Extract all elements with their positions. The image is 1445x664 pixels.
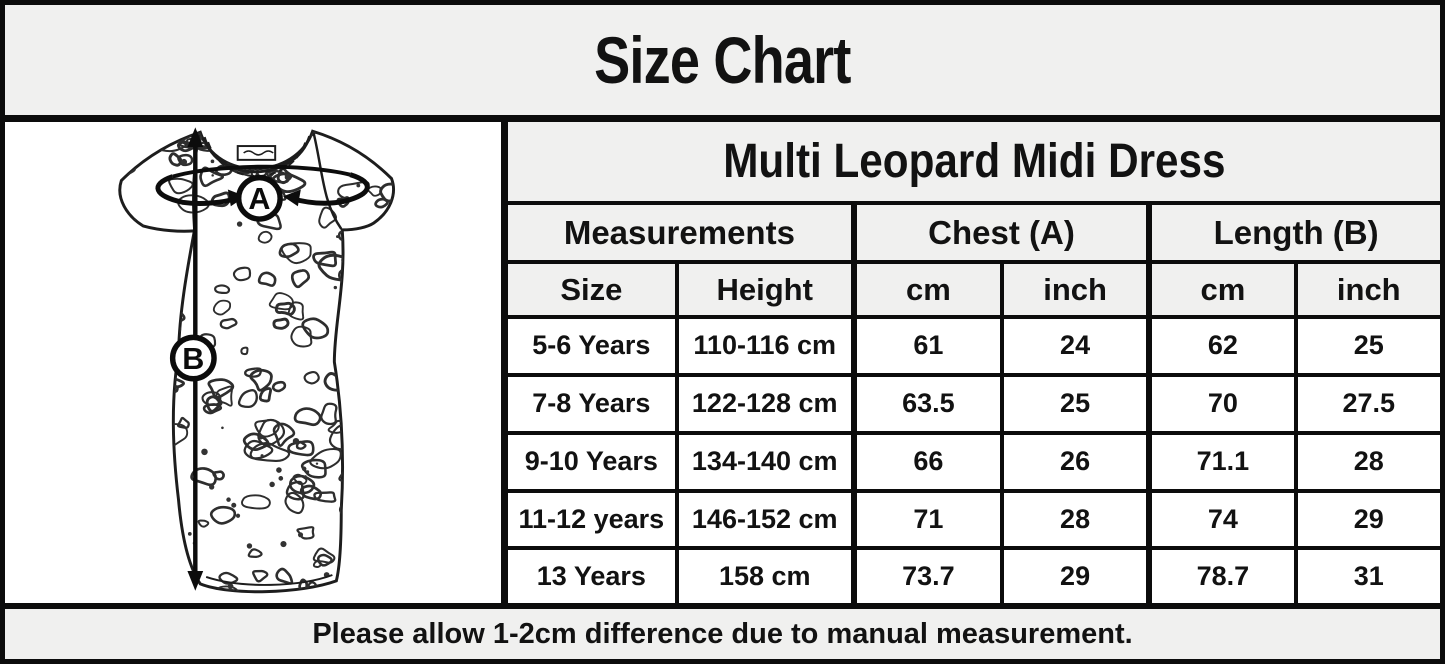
cell-size: 7-8 Years (508, 372, 679, 435)
col-header-length-cm: cm (1146, 260, 1298, 319)
page-title: Size Chart (594, 23, 851, 97)
cell-chest-cm: 61 (850, 315, 1004, 377)
cell-length-inch: 29 (1293, 488, 1440, 551)
cell-length-cm: 70 (1146, 372, 1298, 435)
cell-length-cm: 78.7 (1146, 546, 1298, 603)
col-header-height: Height (674, 260, 856, 319)
length-marker-b: B (169, 334, 217, 382)
chest-marker-a: A (235, 174, 283, 222)
cell-chest-inch: 25 (999, 372, 1152, 435)
cell-chest-cm: 73.7 (850, 546, 1004, 603)
content-area: A B Multi Leopard Midi Dress (5, 122, 1440, 603)
cell-height: 122-128 cm (674, 372, 856, 435)
group-header-length: Length (B) (1146, 205, 1440, 264)
cell-chest-cm: 63.5 (850, 372, 1004, 435)
cell-height: 146-152 cm (674, 488, 856, 551)
cell-length-inch: 31 (1293, 546, 1440, 603)
dress-illustration-panel: A B (5, 122, 508, 603)
chest-marker-letter: A (248, 182, 270, 216)
cell-chest-cm: 71 (850, 488, 1004, 551)
col-header-chest-cm: cm (850, 260, 1004, 319)
cell-height: 110-116 cm (674, 315, 856, 377)
product-title-row: Multi Leopard Midi Dress (508, 122, 1440, 205)
table-row: 5-6 Years 110-116 cm 61 24 62 25 (508, 315, 1440, 377)
cell-height: 134-140 cm (674, 430, 856, 493)
group-header-row: Measurements Chest (A) Length (B) (508, 205, 1440, 264)
cell-height: 158 cm (674, 546, 856, 603)
size-table: Measurements Chest (A) Length (B) Size H… (508, 205, 1440, 603)
group-header-measurements: Measurements (508, 205, 856, 264)
banner: Size Chart (5, 5, 1440, 122)
table-row: 9-10 Years 134-140 cm 66 26 71.1 28 (508, 430, 1440, 493)
cell-chest-inch: 29 (999, 546, 1152, 603)
cell-size: 5-6 Years (508, 315, 679, 377)
group-header-chest: Chest (A) (850, 205, 1152, 264)
measurement-note: Please allow 1-2cm difference due to man… (5, 603, 1440, 659)
cell-chest-inch: 24 (999, 315, 1152, 377)
product-title: Multi Leopard Midi Dress (722, 135, 1226, 188)
col-header-chest-inch: inch (999, 260, 1152, 319)
cell-length-cm: 62 (1146, 315, 1298, 377)
table-row: 7-8 Years 122-128 cm 63.5 25 70 27.5 (508, 372, 1440, 435)
col-header-size: Size (508, 260, 679, 319)
cell-length-inch: 28 (1293, 430, 1440, 493)
cell-chest-cm: 66 (850, 430, 1004, 493)
cell-length-inch: 27.5 (1293, 372, 1440, 435)
neck-label-tag (236, 145, 277, 161)
column-header-row: Size Height cm inch cm inch (508, 260, 1440, 319)
dress-diagram: A B (118, 127, 395, 594)
size-table-panel: Multi Leopard Midi Dress Measurements Ch… (508, 122, 1440, 603)
cell-length-inch: 25 (1293, 315, 1440, 377)
cell-chest-inch: 28 (999, 488, 1152, 551)
cell-length-cm: 74 (1146, 488, 1298, 551)
cell-size: 11-12 years (508, 488, 679, 551)
length-marker-letter: B (182, 342, 204, 376)
cell-length-cm: 71.1 (1146, 430, 1298, 493)
cell-chest-inch: 26 (999, 430, 1152, 493)
chest-measure-arrow (155, 164, 370, 207)
col-header-length-inch: inch (1293, 260, 1440, 319)
table-row: 13 Years 158 cm 73.7 29 78.7 31 (508, 546, 1440, 603)
cell-size: 9-10 Years (508, 430, 679, 493)
cell-size: 13 Years (508, 546, 679, 603)
table-row: 11-12 years 146-152 cm 71 28 74 29 (508, 488, 1440, 551)
